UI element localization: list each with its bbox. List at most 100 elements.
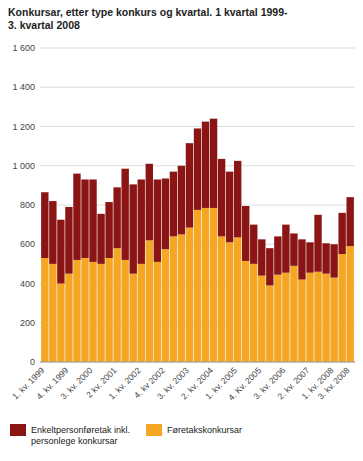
bar	[282, 225, 289, 273]
bar	[146, 240, 153, 362]
bar	[89, 262, 96, 362]
bar	[298, 239, 305, 279]
bar	[250, 225, 257, 264]
bar	[338, 213, 345, 254]
bar	[282, 273, 289, 362]
grid-line	[40, 362, 355, 363]
bar	[57, 284, 64, 363]
bar	[97, 214, 104, 264]
bar	[226, 242, 233, 362]
bar	[57, 220, 64, 284]
bar	[154, 262, 161, 362]
bar	[258, 239, 265, 275]
legend-swatch	[10, 424, 26, 436]
bar	[242, 261, 249, 362]
grid-line	[40, 87, 355, 88]
bar	[178, 166, 185, 235]
bar	[170, 236, 177, 362]
y-tick-label: 1 200	[12, 122, 35, 132]
bar	[322, 243, 329, 273]
y-tick-label: 800	[20, 200, 35, 210]
bar	[162, 179, 169, 250]
bar	[330, 278, 337, 362]
bar	[105, 258, 112, 362]
chart: Konkursar, etter type konkurs og kvartal…	[0, 0, 363, 461]
bar	[330, 244, 337, 277]
bar	[49, 264, 56, 362]
bar	[346, 197, 353, 246]
bar	[234, 161, 241, 238]
bar	[234, 237, 241, 362]
bar	[186, 228, 193, 362]
bar	[81, 179, 88, 257]
bar	[258, 276, 265, 362]
bar	[290, 266, 297, 362]
bar	[210, 208, 217, 362]
bar	[322, 274, 329, 362]
bar	[338, 254, 345, 362]
bar	[274, 236, 281, 274]
bar	[105, 202, 112, 258]
bar	[73, 260, 80, 362]
bar	[121, 260, 128, 362]
bar	[250, 264, 257, 362]
bar	[113, 248, 120, 362]
bar	[346, 246, 353, 362]
legend-swatch	[146, 424, 162, 436]
title: Konkursar, etter type konkurs og kvartal…	[8, 6, 288, 31]
y-tick-label: 400	[20, 279, 35, 289]
bar	[49, 201, 56, 264]
bar	[186, 143, 193, 227]
bar	[81, 258, 88, 362]
y-tick-label: 600	[20, 239, 35, 249]
x-axis-line	[40, 362, 355, 363]
bar	[202, 208, 209, 362]
bar	[290, 233, 297, 265]
bar	[65, 274, 72, 362]
bar	[41, 258, 48, 362]
series	[41, 119, 354, 286]
bar	[202, 122, 209, 208]
legend-label: Føretakskonkursar	[167, 425, 242, 435]
bar	[218, 236, 225, 362]
grid-line	[40, 126, 355, 127]
bar	[121, 169, 128, 260]
bar	[65, 207, 72, 274]
bar	[130, 184, 137, 273]
bar	[266, 285, 273, 362]
y-tick-label: 0	[30, 357, 35, 367]
bar	[226, 172, 233, 243]
bar	[41, 192, 48, 258]
bar	[138, 179, 145, 263]
bars	[41, 119, 354, 362]
bar	[138, 264, 145, 362]
bar	[266, 248, 273, 285]
bar	[154, 179, 161, 261]
bar	[130, 274, 137, 362]
bar	[194, 128, 201, 209]
bar	[73, 174, 80, 260]
legend-label: Enkeltpersonføretak inkl.personlege konk…	[31, 425, 130, 446]
y-tick-label: 200	[20, 318, 35, 328]
bar	[298, 280, 305, 362]
y-tick-label: 1 400	[12, 82, 35, 92]
bar	[146, 164, 153, 241]
bar	[162, 249, 169, 362]
bar	[314, 272, 321, 362]
bar	[178, 234, 185, 362]
bar	[306, 273, 313, 362]
x-tick-label: 3. kv. 2008	[316, 365, 352, 401]
bar	[242, 206, 249, 261]
y-tick-label: 1 000	[12, 161, 35, 171]
bar	[306, 242, 313, 272]
bar	[210, 119, 217, 208]
grid	[40, 48, 355, 362]
bar	[97, 264, 104, 362]
bar	[89, 179, 96, 261]
bar	[314, 215, 321, 272]
bar	[170, 172, 177, 237]
grid-line	[40, 48, 355, 49]
bar	[194, 210, 201, 362]
bar	[218, 159, 225, 237]
bar	[274, 275, 281, 362]
